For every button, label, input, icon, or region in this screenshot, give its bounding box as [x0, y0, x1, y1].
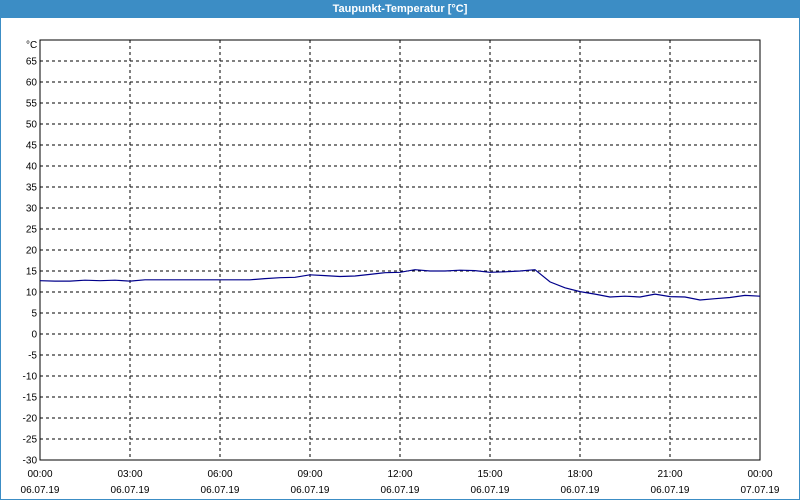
y-tick-label: 30: [26, 204, 38, 215]
y-axis: 65605550454035302520151050-5-10-15-20-25…: [23, 57, 38, 467]
y-tick-label: -30: [23, 456, 38, 467]
y-axis-label: °C: [26, 40, 37, 51]
y-tick-label: 40: [26, 162, 38, 173]
x-tick-date: 06.07.19: [561, 485, 600, 496]
y-tick-label: 10: [26, 288, 38, 299]
x-tick-time: 03:00: [117, 469, 142, 480]
y-tick-label: 15: [26, 267, 38, 278]
y-tick-label: -20: [23, 414, 38, 425]
x-tick-time: 06:00: [207, 469, 232, 480]
x-tick-time: 15:00: [477, 469, 502, 480]
x-tick-date: 06.07.19: [201, 485, 240, 496]
y-tick-label: -15: [23, 393, 38, 404]
y-tick-label: 20: [26, 246, 38, 257]
y-tick-label: 45: [26, 141, 38, 152]
x-axis: 00:00 06.07.19 03:00 06.07.19 06:00 06.07.19 0…: [21, 469, 780, 496]
y-tick-label: -5: [28, 351, 37, 362]
plot-frame: [39, 39, 761, 461]
x-tick-date: 06.07.19: [471, 485, 510, 496]
grid: [40, 40, 760, 460]
x-tick-date: 06.07.19: [111, 485, 150, 496]
y-tick-label: 50: [26, 120, 38, 131]
y-tick-label: -10: [23, 372, 38, 383]
y-tick-label: 65: [26, 57, 38, 68]
y-tick-label: 0: [31, 330, 37, 341]
y-tick-label: 35: [26, 183, 38, 194]
x-tick-time: 00:00: [27, 469, 52, 480]
x-tick-time: 09:00: [297, 469, 322, 480]
y-tick-label: 5: [31, 309, 37, 320]
window-title: Taupunkt-Temperatur [°C]: [1, 1, 799, 18]
series-layer: [39, 269, 761, 301]
x-tick-time: 12:00: [387, 469, 412, 480]
x-tick-time: 21:00: [657, 469, 682, 480]
x-tick-date: 07.07.19: [741, 485, 780, 496]
series-line-dewpoint: [39, 269, 761, 301]
x-tick-date: 06.07.19: [21, 485, 60, 496]
y-tick-label: 55: [26, 99, 38, 110]
x-tick-date: 06.07.19: [381, 485, 420, 496]
x-tick-time: 18:00: [567, 469, 592, 480]
y-tick-label: 25: [26, 225, 38, 236]
x-tick-date: 06.07.19: [651, 485, 690, 496]
x-tick-date: 06.07.19: [291, 485, 330, 496]
y-tick-label: 60: [26, 78, 38, 89]
x-tick-time: 00:00: [747, 469, 772, 480]
y-tick-label: -25: [23, 435, 38, 446]
